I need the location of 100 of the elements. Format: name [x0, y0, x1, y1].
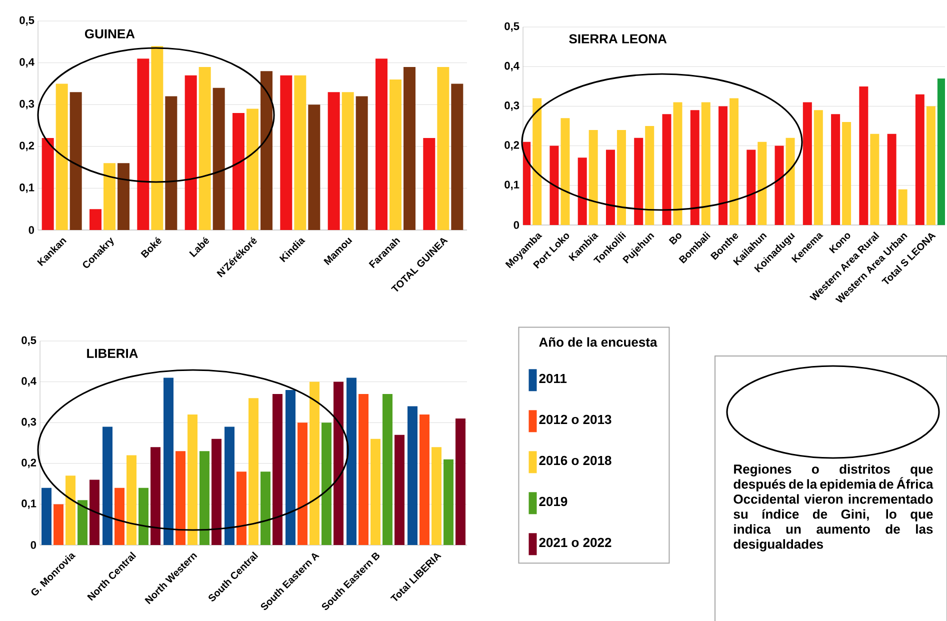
bar — [898, 189, 908, 226]
bar — [114, 488, 124, 546]
bar — [451, 84, 464, 230]
bar — [104, 163, 116, 230]
y-tick-label: 0,1 — [22, 500, 36, 509]
bar — [126, 455, 136, 546]
y-tick-label: 0,5 — [22, 336, 36, 346]
bar — [333, 382, 344, 546]
legend-label: 2021 o 2022 — [539, 538, 612, 548]
bar — [926, 106, 936, 226]
bar — [382, 394, 392, 546]
y-tick-label: 0 — [28, 226, 34, 234]
bar — [376, 58, 388, 230]
bar — [701, 102, 710, 226]
bar — [915, 94, 924, 226]
bar — [431, 447, 442, 546]
text: Regiones o distritos que después de la epidemia de África Occidental vieron incrementado su índice de Gini, lo que indica un aumento de las desigualdades — [734, 464, 934, 552]
bar — [260, 71, 272, 230]
bar — [437, 66, 450, 230]
bar — [423, 138, 436, 230]
bar — [634, 138, 644, 226]
bar — [588, 130, 598, 226]
bar — [550, 146, 559, 226]
bar — [78, 500, 88, 546]
y-tick-label: 0,3 — [504, 102, 520, 111]
bar — [606, 150, 615, 226]
bar — [176, 451, 186, 546]
bar — [90, 480, 100, 546]
bar — [578, 158, 587, 226]
bar — [232, 112, 244, 230]
bar — [758, 142, 767, 226]
y-tick-label: 0,2 — [20, 142, 34, 152]
bar — [188, 414, 198, 546]
bar — [198, 66, 211, 230]
bar — [403, 66, 416, 230]
y-tick-label: 0,1 — [20, 184, 34, 193]
legend-label: 2019 — [539, 496, 568, 506]
bar — [616, 130, 626, 226]
bar — [246, 108, 258, 230]
bar — [645, 126, 654, 226]
bar — [294, 75, 306, 230]
bar — [718, 106, 728, 226]
bar — [358, 394, 368, 546]
bar — [690, 110, 700, 226]
y-tick-label: 0,5 — [20, 16, 34, 26]
y-tick-label: 0,5 — [504, 22, 520, 32]
bar — [260, 472, 270, 546]
y-tick-label: 0,1 — [504, 180, 520, 190]
bar — [407, 406, 418, 546]
bar — [150, 447, 160, 546]
bar — [394, 434, 404, 546]
bar — [118, 163, 130, 230]
legend-label: 2012 o 2013 — [539, 414, 612, 424]
y-tick-label: 0,3 — [20, 100, 34, 110]
bar — [444, 459, 454, 546]
bar — [212, 438, 222, 546]
bar — [66, 476, 76, 546]
bar — [786, 138, 795, 226]
bar — [328, 92, 340, 230]
bar — [200, 451, 210, 546]
bar — [937, 78, 946, 226]
bar — [70, 92, 82, 230]
bar — [802, 102, 812, 226]
bar — [870, 134, 880, 226]
y-tick-label: 0 — [514, 221, 520, 229]
bar — [420, 414, 430, 546]
bar — [280, 75, 292, 230]
bar — [138, 488, 148, 546]
bar — [322, 422, 332, 546]
bar — [308, 104, 320, 230]
y-tick-label: 0,4 — [20, 58, 34, 68]
bar — [455, 418, 466, 546]
bar — [102, 426, 112, 546]
bar — [56, 84, 68, 230]
bar — [164, 378, 174, 546]
bar — [90, 209, 102, 230]
bar — [389, 80, 402, 230]
bar — [662, 114, 672, 226]
legend-label: 2011 — [539, 374, 567, 384]
bar — [165, 96, 178, 230]
y-tick-label: 0,4 — [504, 62, 520, 72]
bar — [298, 422, 308, 546]
bar — [814, 110, 823, 226]
bar — [212, 88, 225, 230]
bar — [356, 96, 368, 230]
bar — [774, 146, 784, 226]
bar — [285, 390, 296, 546]
bar — [224, 426, 234, 546]
y-tick-label: 0 — [30, 541, 36, 549]
chart-title: SIERRA LEONA — [569, 34, 667, 44]
bar — [842, 122, 852, 226]
chart-title: LIBERIA — [87, 348, 138, 358]
legend-label: 2016 o 2018 — [539, 456, 612, 466]
bar — [859, 86, 868, 226]
bar — [532, 98, 542, 226]
y-tick-label: 0,2 — [22, 458, 36, 468]
bar — [184, 75, 197, 230]
bar — [370, 438, 380, 546]
bar — [248, 398, 258, 546]
bar — [309, 382, 320, 546]
